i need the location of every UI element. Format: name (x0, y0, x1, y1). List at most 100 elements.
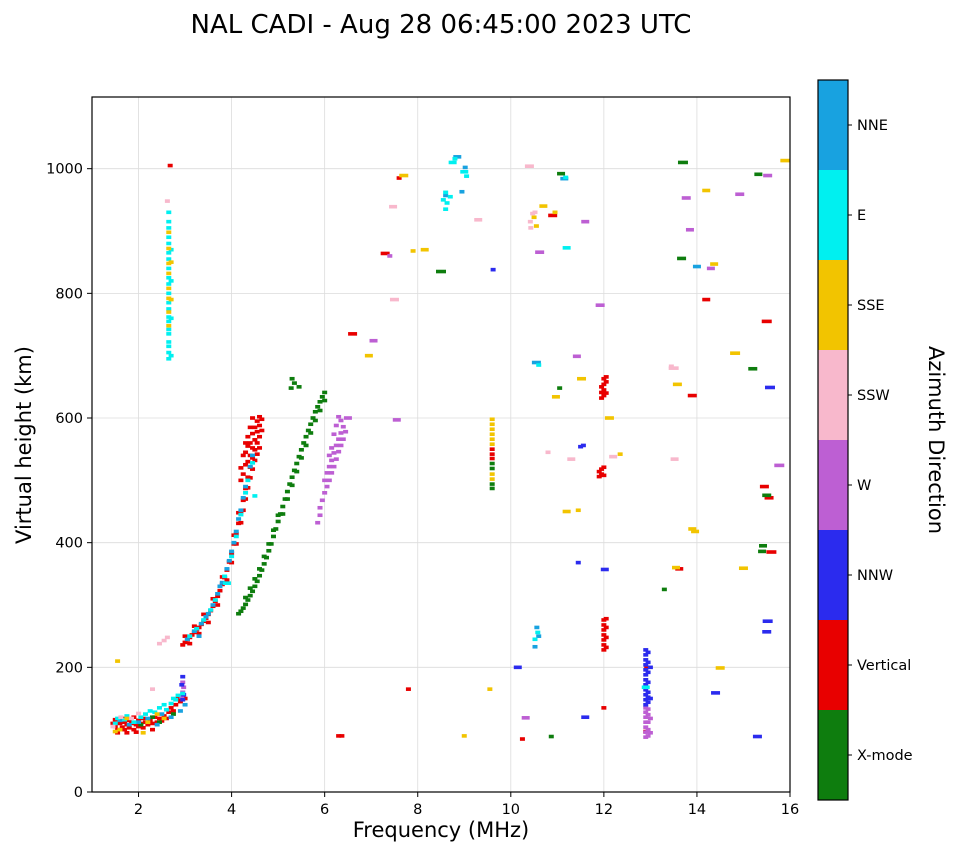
data-point (601, 382, 607, 387)
data-point (224, 567, 230, 571)
data-point (575, 560, 581, 565)
data-point (233, 534, 239, 539)
data-point (254, 429, 260, 434)
data-point (380, 251, 390, 256)
data-point (336, 734, 342, 738)
data-point (392, 418, 401, 422)
data-point (581, 219, 590, 224)
data-point (532, 644, 538, 649)
data-point (601, 648, 607, 652)
data-point (436, 269, 446, 274)
data-point (231, 540, 237, 545)
data-point (117, 718, 123, 723)
data-point (563, 175, 569, 180)
x-tick-label: 12 (595, 802, 613, 818)
data-point (670, 457, 679, 461)
data-point (182, 640, 188, 645)
data-point (215, 591, 221, 596)
data-point (369, 338, 378, 343)
data-point (266, 548, 272, 553)
data-point (301, 441, 307, 445)
data-point (166, 323, 172, 328)
data-point (289, 483, 295, 488)
data-point (154, 712, 160, 716)
data-point (643, 710, 649, 715)
data-point (222, 581, 231, 585)
data-point (238, 520, 244, 525)
data-point (180, 674, 186, 679)
data-point (182, 702, 188, 707)
data-point (489, 477, 495, 481)
data-point (572, 354, 581, 359)
data-point (601, 643, 607, 647)
data-point (250, 446, 256, 450)
data-point (233, 532, 239, 536)
colorbar-label-Vertical: Vertical (857, 658, 911, 674)
data-point (677, 256, 687, 261)
data-point (580, 443, 586, 448)
data-point (643, 658, 649, 662)
data-point (143, 712, 149, 716)
data-point (489, 486, 495, 491)
data-point (706, 266, 715, 271)
colorbar-segment-SSW (818, 350, 848, 440)
data-point (168, 353, 174, 358)
data-point (702, 188, 711, 193)
data-point (226, 558, 232, 563)
data-point (759, 543, 768, 548)
data-point (240, 453, 246, 458)
data-point (161, 716, 167, 721)
data-point (443, 193, 449, 198)
data-point (672, 382, 682, 387)
data-point (168, 279, 174, 283)
data-point (551, 395, 560, 399)
data-point (645, 670, 651, 675)
data-point (288, 386, 294, 390)
data-point (303, 443, 309, 448)
grid (92, 97, 791, 793)
data-point (617, 452, 623, 456)
data-point (336, 449, 342, 454)
data-point (780, 158, 791, 163)
colorbar-segment-E (818, 170, 848, 260)
colorbar-segment-NNE (818, 80, 848, 170)
data-point (575, 508, 581, 513)
data-point (140, 725, 146, 730)
colorbar-segment-SSE (818, 260, 848, 350)
data-point (119, 725, 125, 729)
data-point (259, 417, 265, 422)
data-point (217, 584, 223, 589)
data-point (748, 366, 758, 371)
data-point (735, 192, 745, 197)
data-point (229, 560, 235, 565)
data-point (671, 565, 680, 570)
data-point (219, 582, 225, 587)
data-point (643, 702, 649, 707)
data-point (168, 297, 174, 302)
data-point (317, 408, 323, 413)
data-point (124, 716, 130, 721)
data-point (319, 498, 325, 503)
data-point (596, 474, 602, 479)
data-point (257, 573, 263, 578)
data-point (343, 416, 352, 420)
data-point (644, 665, 650, 670)
data-point (156, 716, 162, 721)
data-point (329, 471, 335, 475)
data-point (156, 641, 162, 646)
data-point (641, 685, 650, 690)
data-point (236, 611, 242, 616)
data-point (122, 727, 128, 732)
data-point (338, 443, 344, 448)
data-point (764, 385, 775, 390)
data-point (201, 612, 207, 617)
data-point (115, 716, 121, 721)
data-point (645, 680, 651, 685)
data-point (187, 641, 193, 646)
data-point (149, 727, 155, 732)
data-point (257, 423, 263, 428)
data-point (240, 472, 246, 476)
data-point (331, 432, 337, 437)
data-point (240, 495, 246, 500)
data-point (238, 512, 244, 517)
